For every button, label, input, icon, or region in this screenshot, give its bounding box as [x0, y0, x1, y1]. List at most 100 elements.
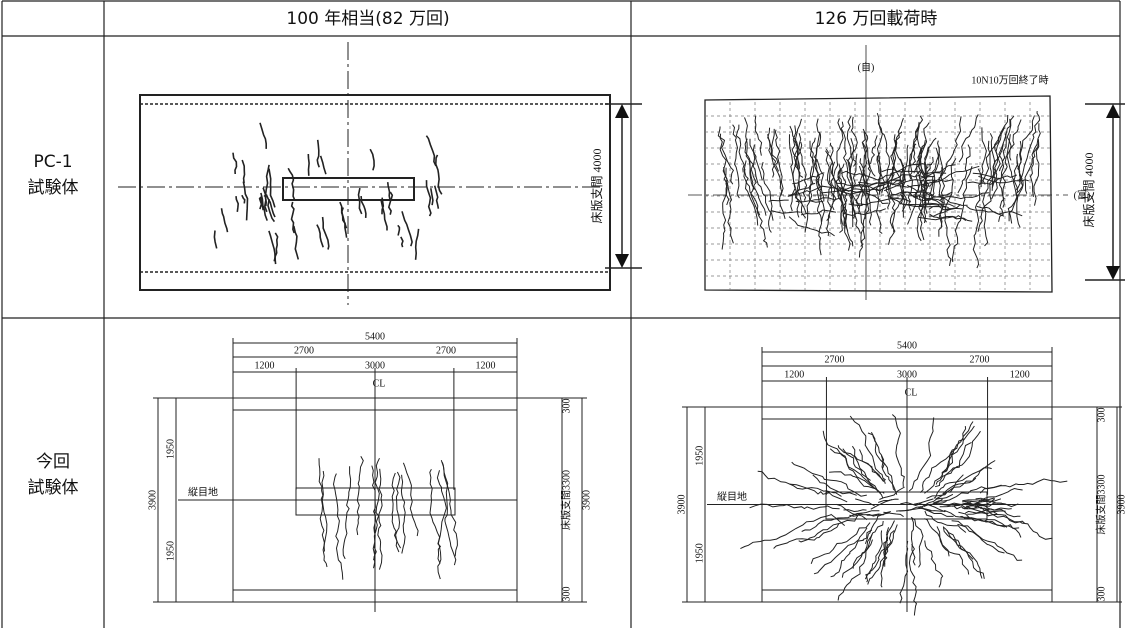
drawing-label: (自): [858, 60, 875, 73]
header-cell: 100 年相当(82 万回): [286, 9, 449, 29]
crack: [288, 168, 295, 200]
crack: [427, 180, 431, 216]
crack: [967, 206, 1023, 216]
row-label: 試験体: [28, 178, 79, 198]
crack: [260, 123, 266, 149]
crack: [720, 134, 729, 205]
drawing-label: 1200: [1010, 369, 1030, 380]
crack: [214, 231, 216, 249]
crack: [750, 139, 762, 181]
crack: [323, 217, 329, 250]
crack: [242, 195, 245, 203]
crack: [841, 171, 893, 180]
crack: [942, 422, 973, 477]
crack: [401, 237, 403, 247]
drawing-label: 3900: [676, 495, 687, 515]
crack: [435, 186, 439, 209]
crack: [308, 154, 309, 176]
crack: [388, 182, 391, 201]
crack: [343, 466, 351, 559]
crack: [947, 530, 984, 579]
crack: [242, 160, 244, 183]
drawing-label: 縦目地: [717, 490, 747, 503]
drawing-label: 縦目地: [188, 485, 218, 498]
crack: [932, 148, 939, 201]
crack: [962, 500, 986, 501]
crack: [909, 417, 934, 491]
crack: [370, 149, 374, 170]
crack: [321, 156, 326, 174]
drawing-label: 300: [1096, 408, 1107, 423]
drawing-label: 5400: [365, 331, 385, 342]
crack: [775, 130, 783, 195]
row-label: 今回: [36, 452, 70, 472]
crack: [342, 208, 347, 238]
crack: [430, 469, 441, 579]
drawing-label: 1950: [694, 543, 705, 563]
crack: [436, 155, 442, 194]
crack: [959, 115, 978, 163]
drawing-label: 1950: [165, 439, 176, 459]
crack: [322, 471, 327, 567]
crack: [836, 504, 867, 519]
drawing-label: 300: [561, 587, 572, 602]
crack: [274, 233, 277, 261]
crack: [883, 512, 903, 516]
row-label: 試験体: [28, 478, 79, 498]
crack: [292, 202, 295, 233]
crack: [222, 208, 228, 232]
crack: [263, 188, 266, 197]
crack: [401, 475, 405, 554]
page: 100 年相当(82 万回) 126 万回載荷時 PC-1 試験体 今回 試験体…: [0, 0, 1127, 628]
crack: [792, 173, 824, 184]
crack: [755, 116, 762, 156]
drawing-label: 5400: [897, 340, 917, 351]
comparison-table: 100 年相当(82 万回) 126 万回載荷時 PC-1 試験体 今回 試験体…: [0, 0, 1127, 628]
crack: [957, 524, 1004, 553]
drawing-label: 1950: [165, 541, 176, 561]
crack: [396, 472, 401, 548]
crack: [871, 135, 878, 164]
drawing-label: 2700: [825, 354, 845, 365]
crack: [378, 469, 382, 570]
crack: [317, 140, 319, 167]
crack: [357, 456, 364, 535]
drawing-label: 床版支間 4000: [1082, 152, 1096, 227]
crack: [965, 510, 1052, 539]
crack: [838, 168, 850, 250]
drawing-label: 1200: [475, 360, 495, 371]
drawing-label: 3900: [581, 490, 592, 510]
crack: [958, 145, 970, 193]
drawing-label: 1200: [255, 360, 275, 371]
crack: [403, 463, 418, 536]
slab-outline: [705, 96, 1052, 292]
crack: [914, 499, 934, 504]
row-label: PC-1: [33, 152, 72, 172]
drawing-label: 2700: [436, 345, 456, 356]
crack: [879, 487, 904, 500]
crack: [790, 484, 848, 502]
crack: [431, 188, 433, 205]
crack: [909, 544, 916, 615]
crack: [911, 517, 923, 567]
drawing-label: 1200: [784, 369, 804, 380]
crack: [912, 518, 916, 565]
crack: [856, 198, 899, 205]
crack: [317, 225, 323, 248]
crack: [925, 541, 943, 588]
drawing-label: 3900: [1116, 495, 1127, 515]
drawing-label: 1950: [694, 446, 705, 466]
crack: [838, 540, 872, 601]
crack: [416, 229, 419, 260]
drawing-label: 2700: [970, 354, 990, 365]
crack: [236, 196, 238, 212]
drawing-label: 床版支間3300: [1094, 475, 1107, 535]
crack: [724, 168, 733, 244]
crack: [426, 136, 436, 166]
crack: [294, 226, 299, 260]
drawing-label: 床版支間 4000: [590, 148, 604, 223]
crack: [334, 474, 343, 580]
crack: [398, 225, 400, 235]
drawing-label: 3900: [147, 490, 158, 510]
drawing-label: 300: [561, 399, 572, 414]
